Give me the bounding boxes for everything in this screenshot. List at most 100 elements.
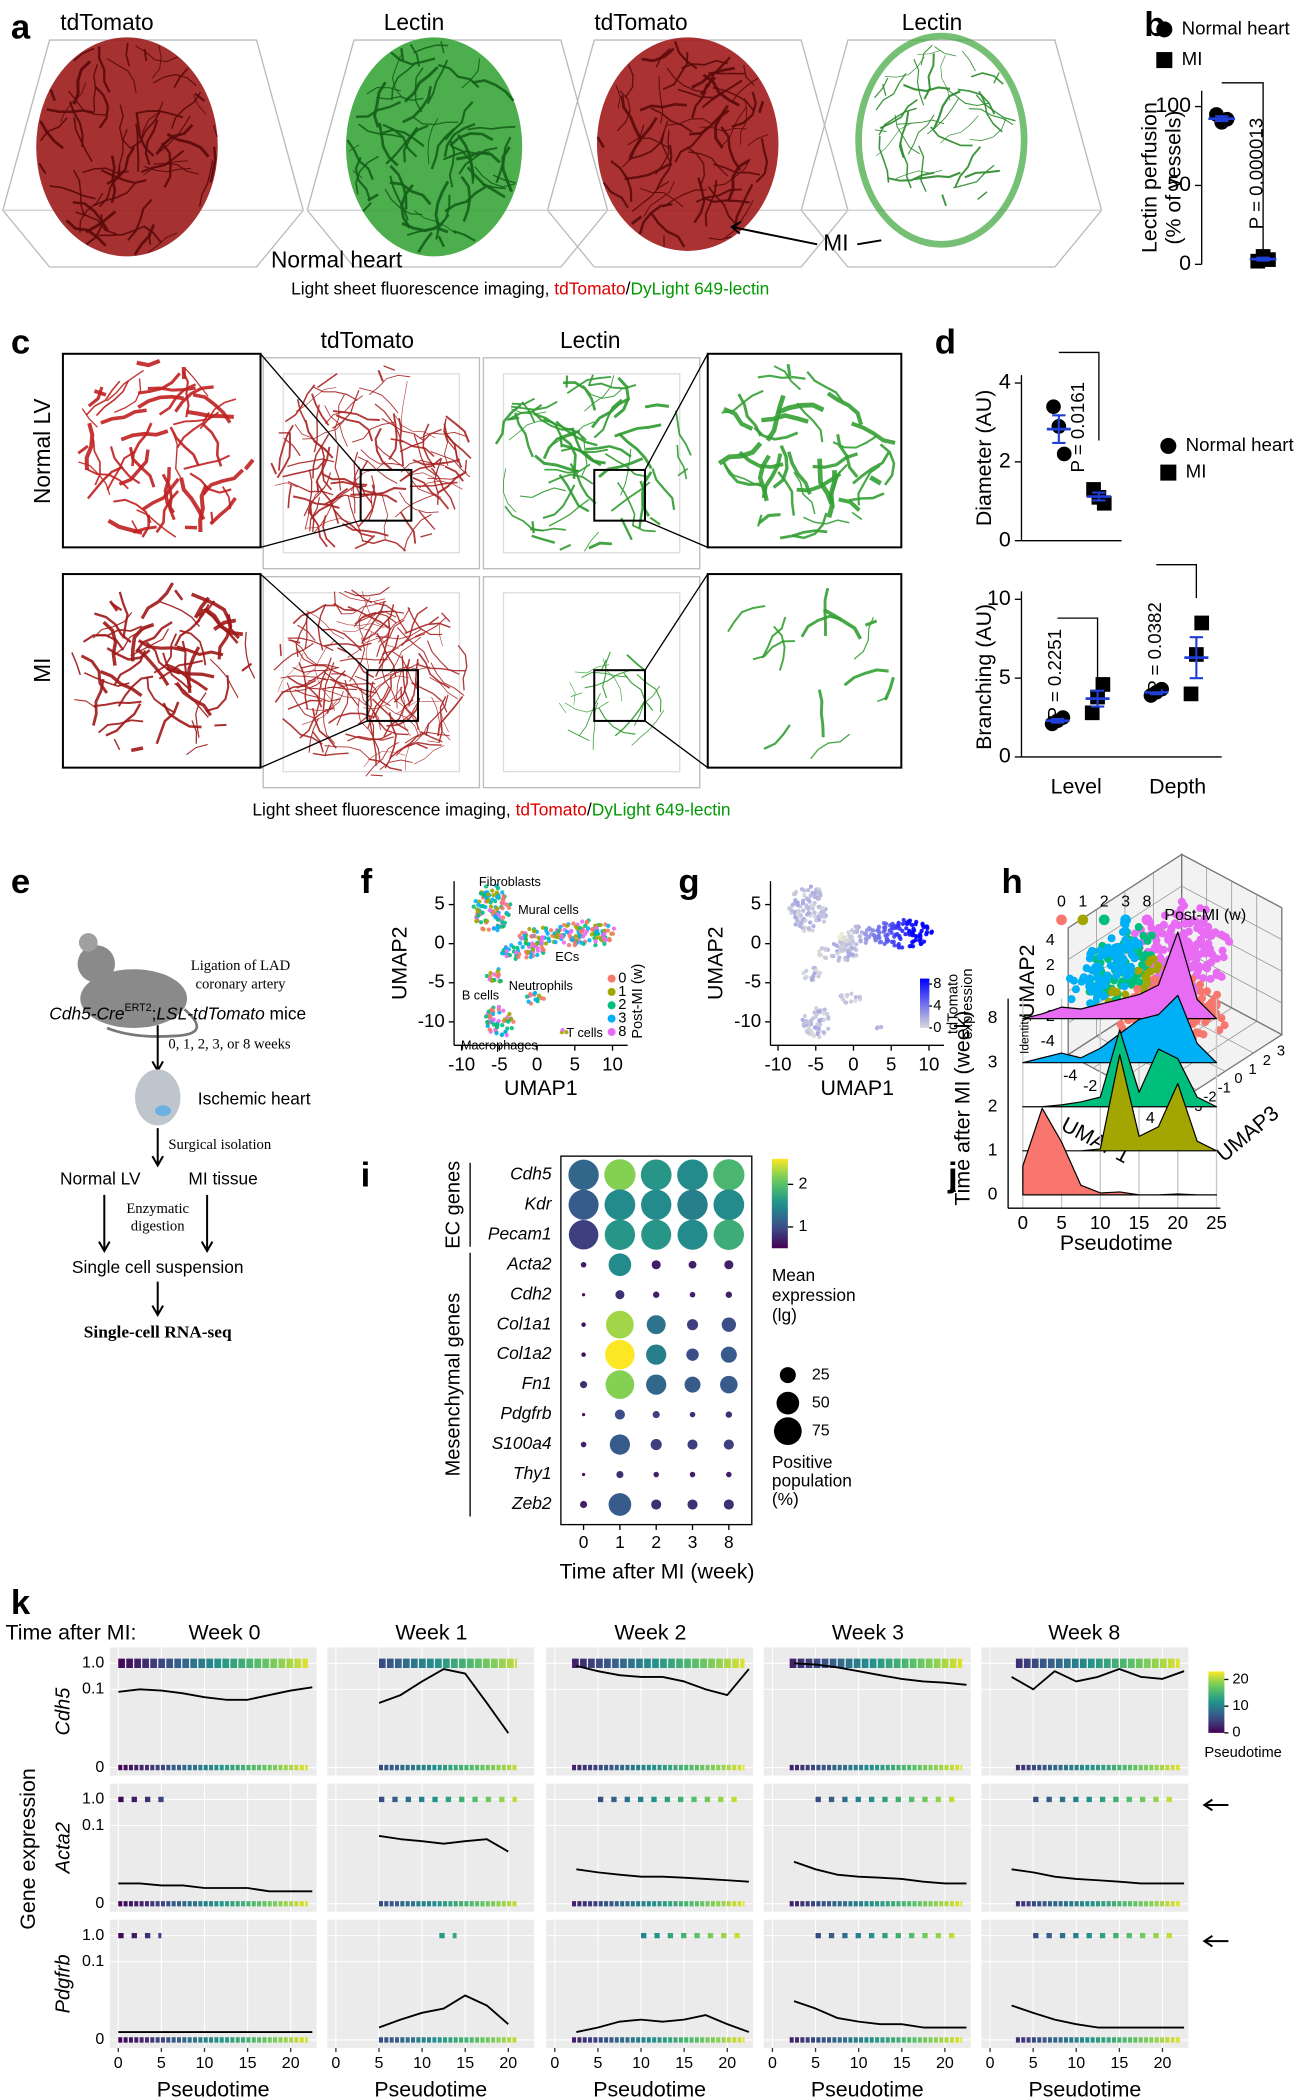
cell-point bbox=[801, 1021, 806, 1027]
cell-point bbox=[1079, 973, 1088, 982]
dot bbox=[651, 1260, 661, 1270]
legend-label: 1 bbox=[1078, 893, 1087, 911]
vessel bbox=[295, 611, 310, 658]
vessel bbox=[98, 46, 111, 93]
vessel bbox=[427, 117, 439, 165]
legend-label: MI bbox=[1182, 48, 1203, 69]
cell-point bbox=[1159, 920, 1168, 929]
cell-point bbox=[921, 925, 926, 930]
vessel bbox=[628, 131, 665, 161]
dot bbox=[689, 1411, 696, 1418]
error-bar bbox=[1050, 717, 1065, 724]
cell-point bbox=[1181, 919, 1190, 928]
dot bbox=[713, 1189, 745, 1221]
dot bbox=[615, 1290, 625, 1300]
dot bbox=[713, 1219, 745, 1250]
vessel bbox=[321, 689, 367, 706]
vessel bbox=[907, 114, 935, 155]
cell-point bbox=[504, 949, 509, 954]
cell-point bbox=[824, 1011, 830, 1017]
vessel bbox=[39, 117, 68, 142]
heart-image bbox=[855, 32, 1028, 248]
caption-part: / bbox=[626, 278, 631, 298]
cell-point bbox=[504, 954, 509, 959]
x-axis-label: Pseudotime bbox=[157, 2077, 270, 2100]
vessel bbox=[584, 670, 630, 689]
vessel bbox=[531, 410, 575, 431]
cell-point bbox=[891, 939, 896, 944]
gene-label: Acta2 bbox=[506, 1253, 552, 1273]
vessel bbox=[332, 410, 380, 421]
cell-point bbox=[809, 1032, 815, 1037]
vessel bbox=[400, 687, 419, 730]
vessel bbox=[320, 628, 363, 652]
vessel bbox=[367, 475, 376, 522]
vessel bbox=[95, 380, 130, 417]
vessel bbox=[596, 136, 605, 149]
vessel bbox=[898, 111, 910, 159]
cell-point bbox=[919, 941, 924, 946]
vessel bbox=[548, 473, 594, 485]
vessel bbox=[335, 414, 374, 442]
cell-point bbox=[536, 993, 542, 998]
y-tick-label: 5 bbox=[751, 893, 761, 914]
vessel bbox=[933, 90, 961, 130]
dot bbox=[614, 1409, 625, 1420]
cell-point bbox=[1134, 923, 1143, 932]
vessel bbox=[481, 183, 506, 190]
cell-point bbox=[907, 918, 913, 923]
legend-marker bbox=[1156, 21, 1173, 38]
cell-point bbox=[488, 970, 493, 976]
cell-point bbox=[817, 1018, 822, 1023]
image-frame bbox=[502, 592, 681, 773]
vessel bbox=[217, 614, 233, 660]
x-tick-label: 10 bbox=[850, 2054, 868, 2072]
cell-point bbox=[1164, 933, 1173, 942]
vessel bbox=[370, 774, 383, 777]
dot bbox=[689, 1291, 696, 1298]
vessel bbox=[136, 358, 161, 368]
vessel bbox=[407, 607, 443, 636]
vessel bbox=[564, 701, 609, 713]
dot bbox=[568, 1220, 599, 1250]
vessel bbox=[437, 695, 464, 737]
facet-background bbox=[763, 1783, 971, 1912]
dot bbox=[713, 1159, 745, 1191]
vessel bbox=[363, 751, 406, 768]
cell-point bbox=[794, 915, 799, 920]
cell-point bbox=[1146, 967, 1155, 976]
cell-point bbox=[471, 904, 476, 909]
vessel bbox=[383, 699, 414, 737]
cell-point bbox=[501, 1008, 506, 1013]
vessel bbox=[342, 522, 389, 537]
cluster-label: B cells bbox=[462, 988, 499, 1002]
label: tdTomato bbox=[594, 9, 687, 35]
legend-label: 0 bbox=[1057, 893, 1066, 911]
cell-point bbox=[598, 922, 603, 928]
cell-point bbox=[517, 941, 523, 946]
vessel bbox=[354, 534, 376, 550]
vessel bbox=[184, 368, 209, 397]
smooth-curve bbox=[118, 1686, 313, 1701]
cell-point bbox=[517, 933, 522, 938]
vessel bbox=[338, 591, 386, 602]
column-label: Week 3 bbox=[832, 1621, 904, 1645]
vessel bbox=[874, 129, 887, 132]
vessel bbox=[461, 58, 481, 89]
group-label: Mesenchymal genes bbox=[442, 1293, 464, 1477]
cell-point bbox=[532, 928, 537, 933]
vessel bbox=[377, 369, 384, 382]
gene-label: Kdr bbox=[525, 1193, 553, 1213]
cell-point bbox=[807, 1022, 812, 1027]
legend-label: 8 bbox=[618, 1024, 626, 1040]
vessel bbox=[571, 428, 602, 467]
cell-point bbox=[1215, 1026, 1224, 1035]
vessel bbox=[214, 723, 227, 727]
cell-point bbox=[495, 969, 500, 974]
cell-point bbox=[789, 908, 795, 913]
cell-point bbox=[800, 901, 806, 906]
cell-point bbox=[1218, 946, 1227, 955]
colorbar bbox=[771, 1158, 788, 1249]
cell-point bbox=[854, 924, 859, 929]
vessel bbox=[420, 533, 433, 538]
